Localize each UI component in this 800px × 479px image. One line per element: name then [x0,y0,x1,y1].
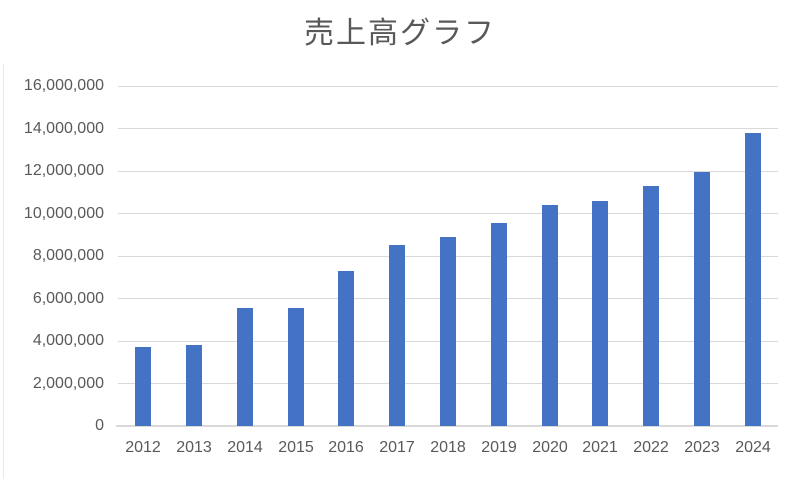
x-tick-label: 2021 [582,439,618,456]
bar-2021[interactable] [592,201,608,426]
x-tick-label: 2023 [684,439,720,456]
y-tick-label: 16,000,000 [23,77,104,94]
y-tick-label: 8,000,000 [32,247,104,264]
bar-2017[interactable] [389,245,405,426]
x-tick-label: 2014 [227,439,263,456]
gridline [118,128,778,129]
x-tick-label: 2012 [125,439,161,456]
bar-2014[interactable] [237,308,253,426]
y-tick-label: 14,000,000 [23,119,104,137]
x-tick-label: 2019 [481,439,517,456]
bar-2019[interactable] [491,223,507,426]
bar-2018[interactable] [440,237,456,426]
gridline [118,213,778,214]
bar-2024[interactable] [745,133,761,426]
x-tick-label: 2017 [379,439,415,456]
bar-2022[interactable] [643,186,659,426]
bar-2020[interactable] [542,205,558,426]
gridline [118,170,778,172]
y-tick-label: 2,000,000 [32,374,104,392]
y-tick-label: 4,000,000 [32,332,104,349]
x-tick-label: 2022 [633,439,669,456]
bar-2013[interactable] [186,345,202,426]
bar-2023[interactable] [694,172,710,426]
bar-2012[interactable] [135,347,151,426]
y-tick-label: 12,000,000 [23,162,104,179]
x-tick-label: 2018 [430,439,466,456]
bar-2015[interactable] [288,308,304,426]
x-tick-label: 2024 [735,439,771,456]
x-tick-label: 2015 [278,439,314,456]
gridline [118,85,778,87]
y-tick-label: 6,000,000 [32,289,104,307]
left-edge-line [3,64,4,479]
chart-title: 売上高グラフ [304,17,496,50]
y-tick-label: 10,000,000 [23,204,104,222]
x-tick-label: 2013 [176,439,212,456]
x-tick-label: 2020 [532,439,568,456]
y-tick-label: 0 [95,417,104,434]
bar-2016[interactable] [338,271,354,426]
x-tick-label: 2016 [328,439,364,456]
